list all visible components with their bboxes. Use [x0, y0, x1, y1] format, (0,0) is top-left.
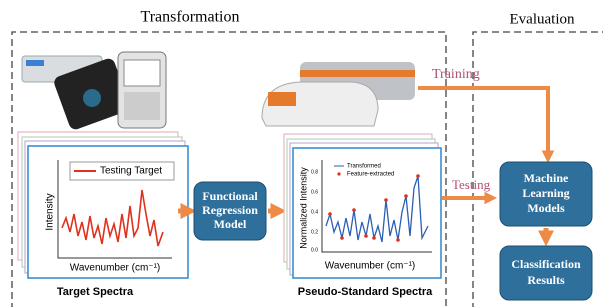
- tick-label: 0.2: [311, 229, 318, 235]
- box-label: Results: [527, 273, 565, 287]
- panel-caption: Pseudo-Standard Spectra: [298, 286, 433, 298]
- box-label: Models: [527, 201, 565, 215]
- box-label: Classification: [511, 257, 581, 271]
- box-label: Machine: [524, 171, 569, 185]
- legend-label: Feature-extracted: [347, 172, 394, 178]
- tick-label: 0.6: [311, 189, 318, 195]
- diagram: Transformation Evaluation Training Testi…: [0, 0, 603, 307]
- axis-label: Wavenumber (cm⁻¹): [325, 261, 415, 272]
- box-label: Functional: [202, 189, 258, 203]
- axis-label: Intensity: [45, 193, 56, 230]
- section-title: Transformation: [141, 9, 240, 26]
- box-label: Model: [214, 217, 247, 231]
- tick-label: 0.8: [311, 169, 318, 175]
- axis-label: Wavenumber (cm⁻¹): [70, 263, 160, 274]
- panel-caption: Target Spectra: [57, 286, 134, 298]
- diagram-canvas: Transformation Evaluation Training Testi…: [0, 0, 603, 307]
- tick-label: 0.4: [311, 209, 318, 215]
- section-title: Evaluation: [510, 11, 575, 27]
- legend-swatch: [337, 172, 340, 175]
- legend-label: Transformed: [347, 164, 381, 170]
- instrument-illustration: [262, 62, 415, 126]
- flow-label: Testing: [452, 177, 491, 192]
- legend-label: Testing Target: [100, 166, 162, 177]
- device-illustration: [22, 52, 166, 131]
- flow-label: Training: [432, 67, 480, 82]
- tick-label: 0.0: [311, 247, 318, 253]
- box-label: Regression: [202, 203, 258, 217]
- box-label: Learning: [522, 186, 569, 200]
- axis-label: Normalized Intensity: [298, 167, 308, 249]
